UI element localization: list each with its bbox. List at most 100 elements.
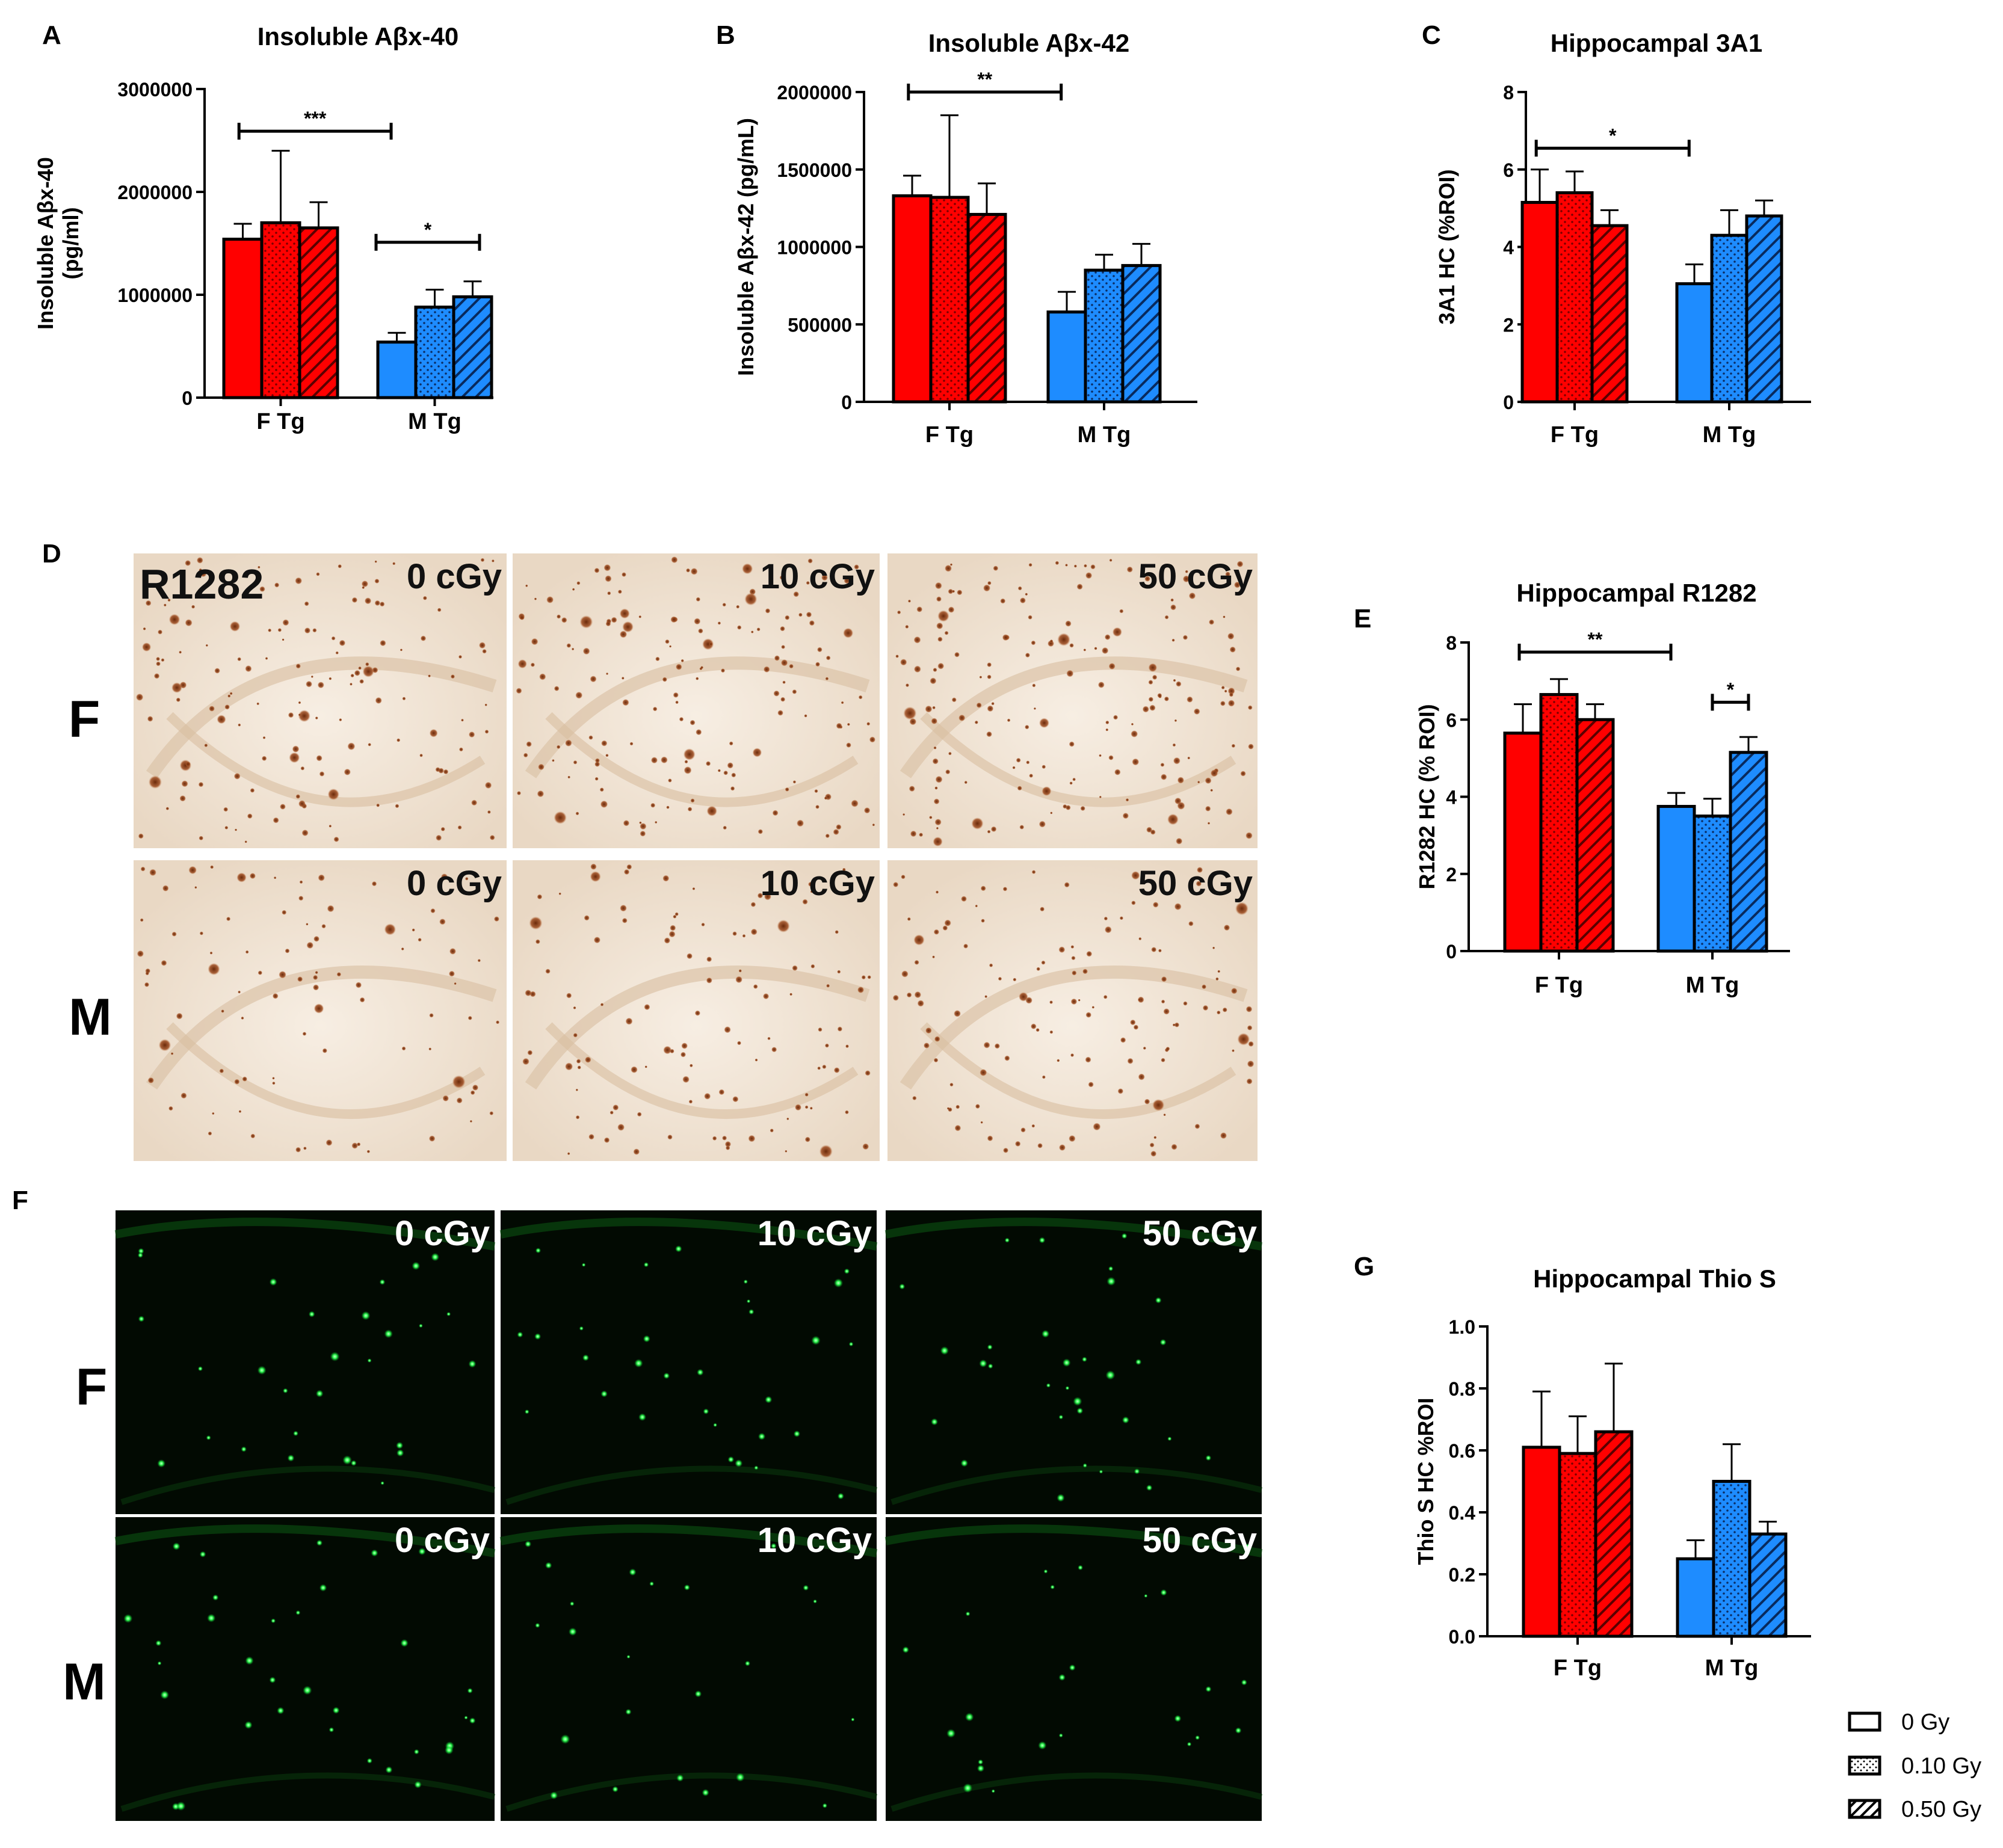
plaque: [633, 1148, 640, 1155]
significance-label: *: [1609, 125, 1617, 146]
plaque: [1157, 693, 1162, 698]
plaque: [482, 648, 487, 654]
plaque: [732, 931, 737, 936]
plaque: [981, 919, 985, 923]
plaque: [317, 682, 324, 689]
plaque: [952, 590, 955, 593]
plaque: [1071, 956, 1076, 961]
fluorescent-plaque: [758, 1432, 766, 1440]
plaque: [824, 796, 828, 800]
bar: [1745, 214, 1783, 404]
fluorescent-plaque: [199, 1551, 206, 1558]
plaque: [1161, 976, 1167, 982]
plaque: [987, 581, 992, 585]
plaque: [272, 1081, 276, 1085]
plaque: [994, 1043, 1000, 1049]
significance-label: *: [424, 219, 432, 241]
plaque: [919, 833, 924, 837]
plaque: [948, 606, 955, 613]
plaque: [208, 1131, 212, 1136]
plaque: [1070, 945, 1075, 949]
autofluorescence-edge: [505, 1465, 878, 1505]
fluorescent-plaque: [138, 1316, 145, 1322]
plaque: [689, 1064, 693, 1068]
plaque: [1086, 950, 1093, 957]
plaque: [605, 621, 611, 627]
plaque: [351, 597, 358, 603]
plaque: [567, 1152, 570, 1156]
plaque: [1002, 887, 1008, 892]
y-axis-label: Thio S HC %ROI: [1413, 1398, 1438, 1565]
plaque: [450, 674, 455, 679]
x-tick-label: M Tg: [1686, 973, 1739, 998]
plaque: [392, 562, 396, 565]
fluorescent-plaque: [1108, 1266, 1114, 1272]
plaque: [807, 558, 813, 564]
legend-swatch-solid: [1848, 1711, 1881, 1732]
plaque: [573, 760, 578, 765]
plaque: [797, 819, 804, 827]
plaque: [440, 827, 445, 831]
fluorescent-plaque: [431, 1252, 440, 1261]
plaque: [933, 798, 940, 805]
autofluorescence-edge: [499, 1524, 878, 1557]
plaque: [313, 975, 318, 981]
plaque: [1235, 902, 1248, 916]
plaque: [181, 1092, 187, 1099]
plaque: [1171, 638, 1175, 642]
plaque: [354, 670, 360, 676]
fluorescent-plaque: [1043, 1569, 1048, 1574]
plaque: [907, 599, 911, 603]
fluorescent-plaque: [545, 1562, 552, 1569]
bar: [1729, 751, 1768, 953]
fluorescent-plaque: [283, 1388, 288, 1394]
legend-item-010gy: 0.10 Gy: [1848, 1754, 1981, 1779]
y-tick-label: 2: [1503, 314, 1514, 336]
plaque: [306, 923, 309, 926]
x-tick-label: M Tg: [408, 409, 461, 434]
plaque: [1057, 633, 1070, 646]
plaque: [1221, 686, 1225, 690]
fluorescent-plaque: [582, 1354, 589, 1361]
plaque: [457, 825, 462, 830]
plaque: [1224, 689, 1227, 693]
plaque: [238, 723, 241, 727]
plaque: [916, 606, 923, 612]
plaque: [300, 766, 305, 771]
plaque: [442, 1095, 449, 1102]
plaque: [168, 614, 181, 625]
plaque: [1080, 805, 1085, 812]
plaque: [752, 748, 762, 757]
plaque: [1131, 730, 1138, 738]
plaque: [1127, 1058, 1134, 1064]
plaque: [944, 630, 949, 635]
plaque: [930, 677, 937, 685]
plaque: [822, 1064, 827, 1069]
plaque: [815, 804, 819, 809]
plaque: [452, 1075, 466, 1089]
plaque: [236, 872, 247, 882]
plaque: [681, 659, 684, 662]
fluorescent-plaque: [1174, 1714, 1182, 1722]
plaque: [368, 743, 371, 747]
fluorescent-plaque: [464, 1716, 468, 1720]
plaque: [900, 659, 907, 666]
plaque: [241, 1016, 244, 1020]
plaque: [836, 824, 842, 830]
plaque: [318, 874, 325, 881]
plaque: [472, 1084, 479, 1091]
plaque: [720, 668, 726, 673]
plaque: [1133, 1024, 1139, 1030]
plaque: [1188, 921, 1194, 926]
plaque: [1174, 1022, 1180, 1027]
plaque: [674, 912, 679, 916]
plaque: [282, 619, 289, 626]
fluorescent-plaque: [638, 1413, 646, 1421]
plaque: [742, 934, 746, 938]
plaque: [712, 1136, 717, 1141]
plaque: [401, 1046, 406, 1051]
plaque: [1070, 998, 1078, 1005]
plaque: [671, 556, 678, 564]
fluorescent-plaque: [1160, 1589, 1167, 1596]
plaque: [1226, 808, 1233, 816]
